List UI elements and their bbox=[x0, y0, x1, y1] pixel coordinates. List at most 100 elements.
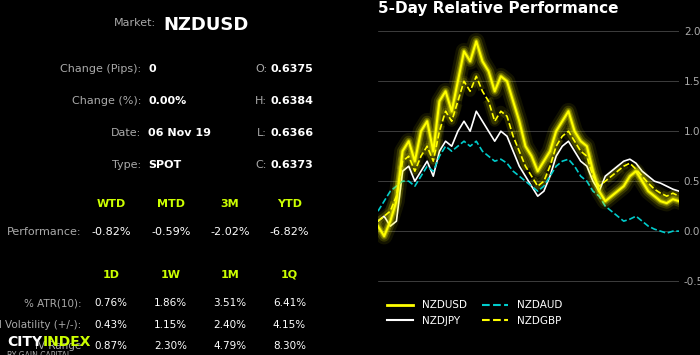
NZDAUD bbox=[503, 161, 511, 165]
NZDUSD bbox=[472, 39, 480, 43]
Text: -0.59%: -0.59% bbox=[151, 227, 190, 237]
NZDJPY bbox=[380, 214, 389, 218]
NZDAUD bbox=[497, 157, 505, 161]
Text: CITY: CITY bbox=[8, 335, 43, 349]
NZDJPY bbox=[552, 154, 560, 158]
NZDGBP bbox=[411, 169, 419, 173]
NZDUSD bbox=[540, 159, 548, 163]
Text: H:: H: bbox=[255, 96, 267, 106]
NZDGBP bbox=[454, 99, 462, 103]
NZDUSD bbox=[460, 49, 468, 53]
NZDGBP bbox=[595, 184, 603, 188]
NZDJPY bbox=[657, 181, 665, 185]
NZDGBP bbox=[460, 79, 468, 83]
Line: NZDUSD: NZDUSD bbox=[378, 41, 679, 236]
NZDGBP bbox=[509, 134, 517, 138]
NZDGBP bbox=[552, 144, 560, 148]
NZDAUD bbox=[626, 217, 634, 221]
NZDJPY bbox=[429, 174, 438, 178]
NZDJPY bbox=[466, 129, 475, 133]
NZDGBP bbox=[435, 129, 444, 133]
Text: 06 Nov 19: 06 Nov 19 bbox=[148, 128, 211, 138]
NZDAUD bbox=[392, 184, 400, 188]
NZDUSD bbox=[386, 219, 395, 223]
Legend: NZDUSD, NZDJPY, NZDAUD, NZDGBP: NZDUSD, NZDJPY, NZDAUD, NZDGBP bbox=[383, 296, 566, 330]
NZDJPY bbox=[662, 184, 671, 188]
Text: C:: C: bbox=[256, 160, 267, 170]
NZDUSD bbox=[527, 154, 536, 158]
NZDGBP bbox=[601, 179, 610, 183]
NZDUSD bbox=[533, 169, 542, 173]
NZDUSD bbox=[515, 119, 524, 123]
NZDUSD bbox=[558, 119, 566, 123]
Text: L:: L: bbox=[257, 128, 267, 138]
NZDGBP bbox=[491, 119, 499, 123]
Text: 1W: 1W bbox=[161, 270, 181, 280]
NZDAUD bbox=[522, 179, 530, 183]
NZDUSD bbox=[374, 224, 382, 228]
NZDUSD bbox=[429, 149, 438, 153]
NZDAUD bbox=[662, 231, 671, 235]
NZDGBP bbox=[540, 179, 548, 183]
NZDAUD bbox=[460, 139, 468, 143]
NZDUSD bbox=[662, 201, 671, 205]
NZDUSD bbox=[503, 79, 511, 83]
NZDAUD bbox=[386, 189, 395, 193]
NZDJPY bbox=[613, 164, 622, 168]
NZDJPY bbox=[392, 219, 400, 223]
NZDJPY bbox=[460, 119, 468, 123]
NZDAUD bbox=[657, 229, 665, 233]
Text: WTD: WTD bbox=[97, 199, 126, 209]
NZDJPY bbox=[497, 129, 505, 133]
NZDJPY bbox=[582, 164, 591, 168]
NZDAUD bbox=[527, 184, 536, 188]
NZDGBP bbox=[497, 109, 505, 113]
Text: 1D: 1D bbox=[103, 270, 120, 280]
NZDJPY bbox=[491, 139, 499, 143]
NZDAUD bbox=[423, 164, 431, 168]
NZDGBP bbox=[632, 167, 640, 171]
NZDAUD bbox=[466, 144, 475, 148]
NZDGBP bbox=[478, 89, 486, 93]
NZDAUD bbox=[484, 154, 493, 158]
Line: NZDGBP: NZDGBP bbox=[378, 76, 679, 221]
NZDGBP bbox=[570, 139, 579, 143]
Text: 1.86%: 1.86% bbox=[154, 298, 187, 308]
NZDGBP bbox=[466, 89, 475, 93]
NZDUSD bbox=[466, 59, 475, 64]
Text: 0.43%: 0.43% bbox=[94, 320, 128, 329]
NZDGBP bbox=[515, 149, 524, 153]
Text: -2.02%: -2.02% bbox=[210, 227, 250, 237]
NZDAUD bbox=[491, 159, 499, 163]
NZDAUD bbox=[398, 179, 407, 183]
Text: IV Range: IV Range bbox=[36, 341, 82, 351]
Text: 3.51%: 3.51% bbox=[214, 298, 246, 308]
NZDGBP bbox=[442, 109, 450, 113]
NZDJPY bbox=[601, 174, 610, 178]
Line: NZDJPY: NZDJPY bbox=[378, 111, 679, 226]
NZDJPY bbox=[509, 149, 517, 153]
NZDUSD bbox=[447, 109, 456, 113]
NZDAUD bbox=[601, 204, 610, 208]
NZDUSD bbox=[644, 189, 652, 193]
NZDJPY bbox=[589, 179, 597, 183]
NZDAUD bbox=[632, 214, 640, 218]
NZDGBP bbox=[607, 174, 615, 178]
Text: INDEX: INDEX bbox=[43, 335, 91, 349]
NZDGBP bbox=[374, 219, 382, 223]
Text: 3M: 3M bbox=[220, 199, 239, 209]
NZDUSD bbox=[595, 189, 603, 193]
Text: BY GAIN CAPITAL: BY GAIN CAPITAL bbox=[8, 351, 71, 355]
NZDAUD bbox=[435, 154, 444, 158]
NZDUSD bbox=[564, 109, 573, 113]
Text: 0.76%: 0.76% bbox=[94, 298, 128, 308]
NZDJPY bbox=[472, 109, 480, 113]
NZDUSD bbox=[423, 119, 431, 123]
NZDJPY bbox=[423, 159, 431, 163]
NZDUSD bbox=[626, 174, 634, 178]
NZDJPY bbox=[503, 134, 511, 138]
NZDUSD bbox=[650, 194, 659, 198]
NZDUSD bbox=[380, 234, 389, 238]
NZDGBP bbox=[472, 74, 480, 78]
NZDAUD bbox=[620, 219, 628, 223]
